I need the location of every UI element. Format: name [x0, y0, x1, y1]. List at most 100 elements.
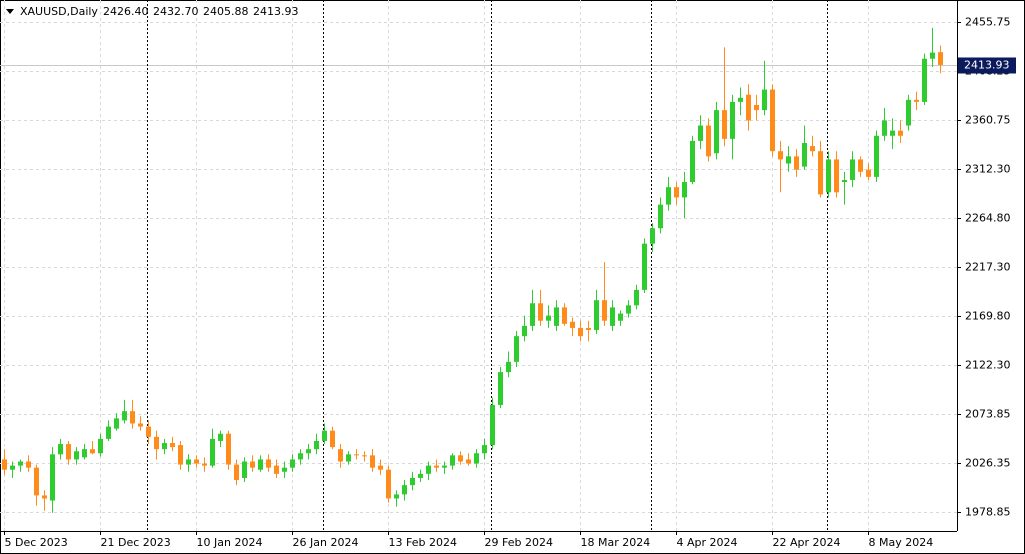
candle-body: [298, 453, 303, 460]
candle-body: [818, 151, 823, 195]
candle-body: [66, 444, 71, 460]
candle-body: [850, 159, 855, 180]
candle-body: [858, 159, 863, 172]
candle-body: [562, 307, 567, 324]
y-tick-label: 2026.35: [965, 457, 1011, 470]
candle-body: [314, 440, 319, 450]
candle-body: [50, 454, 55, 501]
candle-body: [658, 204, 663, 229]
candle-body: [186, 459, 191, 465]
candle-body: [682, 182, 687, 198]
header-high: 2432.70: [153, 5, 199, 18]
candle-body: [98, 438, 103, 454]
candle-body: [522, 325, 527, 337]
candle-body: [170, 443, 175, 448]
candle-body: [202, 463, 207, 466]
header-low: 2405.88: [203, 5, 249, 18]
candle-body: [122, 411, 127, 421]
candle-body: [74, 451, 79, 460]
candle-body: [666, 187, 671, 205]
candle-body: [466, 459, 471, 464]
candle-body: [146, 426, 151, 437]
candle-body: [394, 494, 399, 499]
candle-body: [346, 454, 351, 462]
x-tick-label: 22 Apr 2024: [773, 536, 841, 549]
candle-body: [58, 444, 63, 455]
candle-body: [482, 445, 487, 454]
candle-body: [82, 449, 87, 458]
y-tick-label: 2073.85: [965, 408, 1011, 421]
candle-body: [578, 327, 583, 337]
candle-body: [922, 58, 927, 102]
candle-body: [218, 433, 223, 441]
candle-body: [834, 159, 839, 193]
candle-body: [826, 159, 831, 193]
candle-body: [786, 156, 791, 164]
candle-body: [138, 423, 143, 427]
candle-body: [474, 453, 479, 464]
candle-body: [330, 430, 335, 448]
candle-body: [290, 459, 295, 468]
x-tick-label: 26 Jan 2024: [293, 536, 359, 549]
candle-body: [530, 303, 535, 326]
candle-body: [450, 455, 455, 466]
candle-body: [370, 455, 375, 468]
candle-body: [386, 469, 391, 499]
candle-body: [634, 289, 639, 306]
candle-body: [538, 303, 543, 321]
candle-body: [874, 135, 879, 177]
candle-body: [738, 97, 743, 102]
candle-body: [802, 142, 807, 167]
candle-body: [34, 467, 39, 496]
candle-body: [762, 89, 767, 111]
candle-body: [362, 455, 367, 457]
candle-body: [754, 104, 759, 111]
grid: [0, 0, 957, 531]
y-tick-label: 2122.30: [965, 359, 1011, 372]
last-price-box: [958, 57, 1016, 74]
candle-body: [810, 146, 815, 152]
candle-body: [210, 438, 215, 466]
y-tick-label: 2169.80: [965, 310, 1011, 323]
candle-body: [442, 465, 447, 468]
candle-body: [410, 477, 415, 486]
candle-body: [234, 464, 239, 480]
candle-body: [250, 461, 255, 468]
candle-body: [18, 461, 23, 466]
candle-body: [2, 459, 7, 470]
candle-body: [674, 187, 679, 198]
candles: [2, 27, 943, 513]
candle-body: [338, 449, 343, 462]
candle-body: [26, 461, 31, 468]
candle-body: [914, 99, 919, 102]
candle-body: [906, 99, 911, 126]
candle-body: [418, 473, 423, 478]
candle-body: [354, 454, 359, 456]
candle-body: [746, 94, 751, 121]
candle-body: [554, 307, 559, 326]
axes: 1978.85 2026.35 2073.85 2122.30 2169.80 2217.…: [4, 16, 1016, 549]
collapse-arrow[interactable]: [6, 9, 14, 14]
candle-body: [274, 465, 279, 474]
candle-body: [130, 411, 135, 424]
candle-body: [114, 418, 119, 429]
candle-body: [266, 459, 271, 468]
candle-body: [930, 52, 935, 59]
candle-body: [882, 120, 887, 136]
candle-body: [90, 449, 95, 454]
candle-body: [258, 459, 263, 470]
candle-body: [378, 465, 383, 470]
candle-body: [642, 243, 647, 290]
candle-body: [690, 140, 695, 183]
candle-body: [162, 443, 167, 450]
period-separators: [147, 0, 828, 531]
candle-body: [506, 361, 511, 373]
candle-body: [586, 327, 591, 330]
candle-body: [898, 130, 903, 136]
candle-body: [626, 305, 631, 314]
y-tick-label: 2264.80: [965, 212, 1011, 225]
last-price-label: 2413.93: [964, 59, 1010, 72]
x-tick-label: 10 Jan 2024: [197, 536, 263, 549]
header-close: 2413.93: [253, 5, 299, 18]
